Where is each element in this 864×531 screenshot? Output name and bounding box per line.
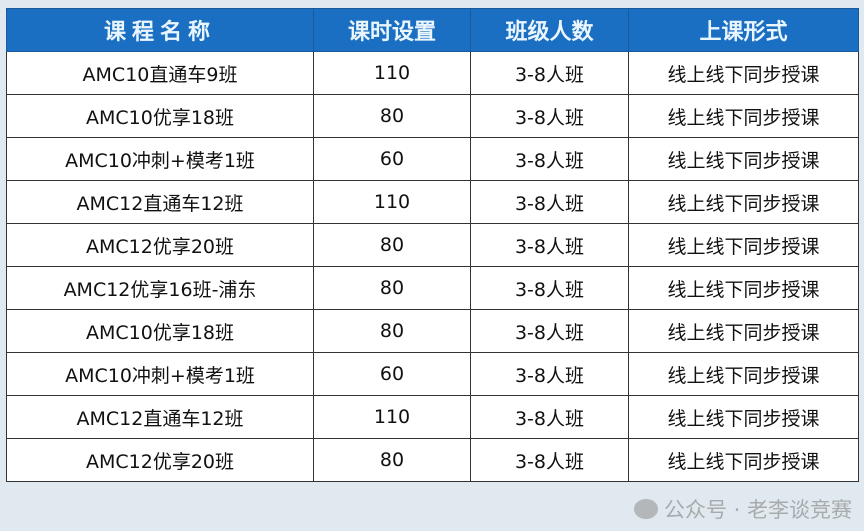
cell-format: 线上线下同步授课 (628, 309, 859, 353)
cell-course-name: AMC10优享18班 (6, 94, 314, 138)
watermark: 公众号 · 老李谈竞赛 (633, 494, 852, 524)
header-row: 课程名称 课时设置 班级人数 上课形式 (6, 8, 859, 52)
cell-class-size: 3-8人班 (470, 51, 629, 95)
cell-hours: 80 (313, 223, 471, 267)
cell-hours: 80 (313, 94, 471, 138)
cell-class-size: 3-8人班 (470, 180, 629, 224)
cell-class-size: 3-8人班 (470, 266, 629, 310)
cell-course-name: AMC12优享20班 (6, 438, 314, 482)
cell-class-size: 3-8人班 (470, 223, 629, 267)
table-row: AMC12优享16班-浦东 80 3-8人班 线上线下同步授课 (6, 266, 859, 310)
table-row: AMC10优享18班 80 3-8人班 线上线下同步授课 (6, 94, 859, 138)
table-body: AMC10直通车9班 110 3-8人班 线上线下同步授课 AMC10优享18班 80 3-… (6, 51, 859, 482)
table-row: AMC12优享20班 80 3-8人班 线上线下同步授课 (6, 438, 859, 482)
cell-format: 线上线下同步授课 (628, 94, 859, 138)
cell-format: 线上线下同步授课 (628, 352, 859, 396)
cell-format: 线上线下同步授课 (628, 137, 859, 181)
table-row: AMC12优享20班 80 3-8人班 线上线下同步授课 (6, 223, 859, 267)
cell-format: 线上线下同步授课 (628, 180, 859, 224)
cell-hours: 60 (313, 352, 471, 396)
cell-format: 线上线下同步授课 (628, 51, 859, 95)
cell-course-name: AMC10直通车9班 (6, 51, 314, 95)
cell-course-name: AMC12优享16班-浦东 (6, 266, 314, 310)
cell-format: 线上线下同步授课 (628, 438, 859, 482)
cell-format: 线上线下同步授课 (628, 223, 859, 267)
cell-class-size: 3-8人班 (470, 352, 629, 396)
table-row: AMC10冲刺+模考1班 60 3-8人班 线上线下同步授课 (6, 137, 859, 181)
cell-class-size: 3-8人班 (470, 438, 629, 482)
header-hours: 课时设置 (313, 8, 471, 52)
table-row: AMC10直通车9班 110 3-8人班 线上线下同步授课 (6, 51, 859, 95)
cell-course-name: AMC12优享20班 (6, 223, 314, 267)
cell-hours: 60 (313, 137, 471, 181)
cell-hours: 80 (313, 266, 471, 310)
cell-course-name: AMC12直通车12班 (6, 180, 314, 224)
cell-class-size: 3-8人班 (470, 309, 629, 353)
wechat-icon (633, 499, 658, 519)
cell-hours: 110 (313, 180, 471, 224)
course-table: 课程名称 课时设置 班级人数 上课形式 AMC10直通车9班 110 3-8人班 线上线下同… (6, 8, 859, 482)
watermark-text: 公众号 · 老李谈竞赛 (663, 498, 852, 522)
header-course-name: 课程名称 (6, 8, 314, 52)
header-class-size: 班级人数 (470, 8, 629, 52)
table-row: AMC12直通车12班 110 3-8人班 线上线下同步授课 (6, 180, 859, 224)
table-row: AMC12直通车12班 110 3-8人班 线上线下同步授课 (6, 395, 859, 439)
cell-class-size: 3-8人班 (470, 137, 629, 181)
cell-course-name: AMC10冲刺+模考1班 (6, 352, 314, 396)
table-row: AMC10冲刺+模考1班 60 3-8人班 线上线下同步授课 (6, 352, 859, 396)
table-row: AMC10优享18班 80 3-8人班 线上线下同步授课 (6, 309, 859, 353)
cell-hours: 110 (313, 395, 471, 439)
cell-hours: 80 (313, 309, 471, 353)
cell-format: 线上线下同步授课 (628, 266, 859, 310)
cell-format: 线上线下同步授课 (628, 395, 859, 439)
cell-class-size: 3-8人班 (470, 94, 629, 138)
cell-hours: 80 (313, 438, 471, 482)
cell-course-name: AMC10冲刺+模考1班 (6, 137, 314, 181)
cell-hours: 110 (313, 51, 471, 95)
header-format: 上课形式 (628, 8, 859, 52)
cell-course-name: AMC10优享18班 (6, 309, 314, 353)
cell-class-size: 3-8人班 (470, 395, 629, 439)
cell-course-name: AMC12直通车12班 (6, 395, 314, 439)
